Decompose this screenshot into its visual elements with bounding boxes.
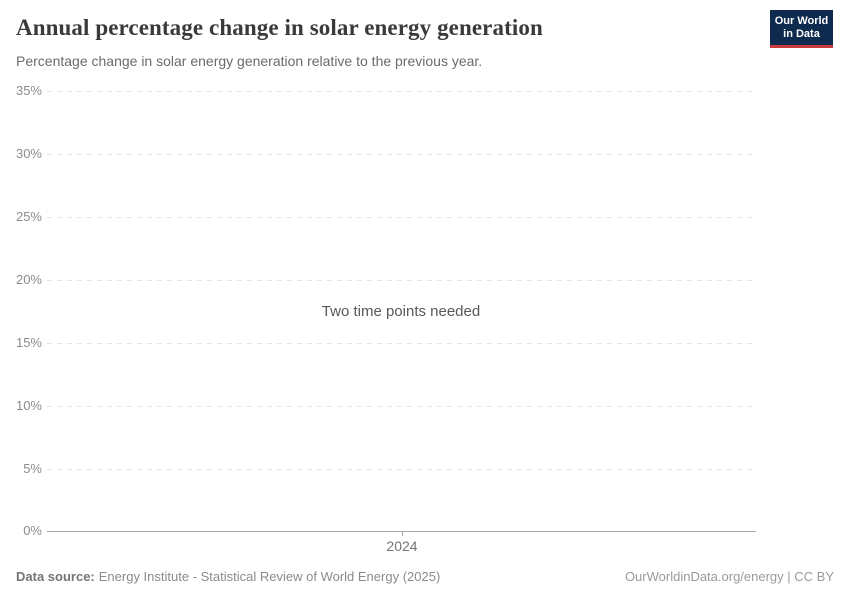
y-axis-tick-label: 15% (15, 335, 42, 350)
gridline (47, 91, 755, 92)
y-axis-tick-label: 5% (23, 461, 42, 476)
y-axis-tick-label: 30% (15, 146, 42, 161)
x-axis-tick-label: 2024 (386, 538, 418, 554)
empty-state-message: Two time points needed (321, 303, 481, 320)
gridline (47, 154, 755, 155)
owid-logo-line1: Our World (774, 15, 829, 27)
y-axis-tick-label: 0% (23, 523, 42, 538)
data-source-label: Data source: (16, 569, 95, 584)
y-axis-tick-label: 10% (15, 398, 42, 413)
page-title: Annual percentage change in solar energy… (16, 15, 543, 40)
owid-logo-line2: in Data (783, 28, 820, 40)
data-source-text[interactable]: Energy Institute - Statistical Review of… (98, 569, 441, 584)
y-axis-tick-label: 35% (15, 83, 42, 98)
gridline (47, 343, 755, 344)
gridline (47, 280, 755, 281)
y-axis-tick-label: 25% (15, 209, 42, 224)
gridline (47, 406, 755, 407)
footer-source: Data source: Energy Institute - Statistic… (16, 569, 440, 584)
gridline (47, 217, 755, 218)
owid-logo: Our World in Data (770, 10, 833, 48)
x-axis-tick (402, 532, 403, 536)
footer-credit[interactable]: OurWorldinData.org/energy | CC BY (624, 569, 834, 584)
y-axis-tick-label: 20% (15, 272, 42, 287)
chart-subtitle: Percentage change in solar energy genera… (16, 53, 483, 69)
gridline (47, 469, 755, 470)
x-axis-line (47, 531, 756, 532)
